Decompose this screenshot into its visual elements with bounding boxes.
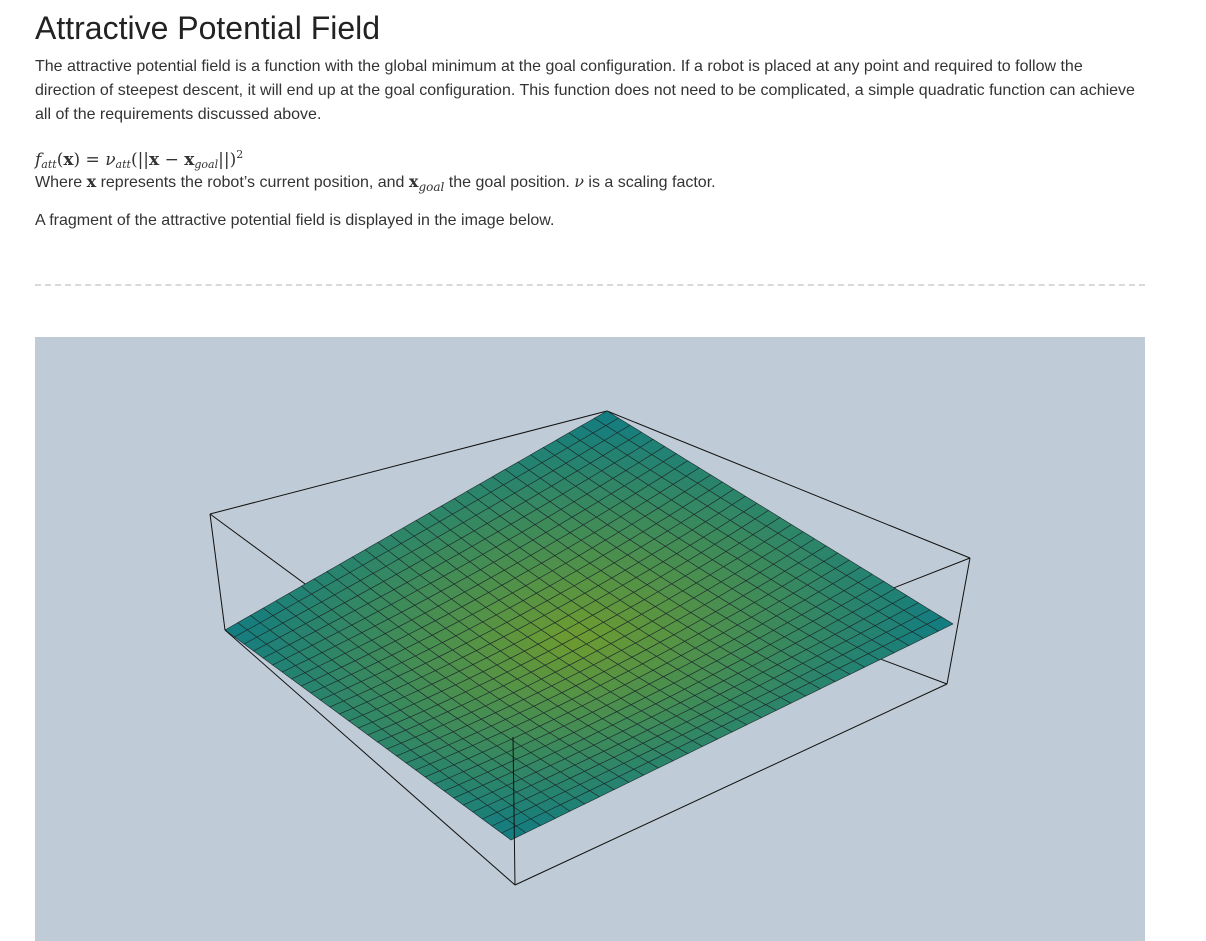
box-edge-bottom-front-right <box>514 683 948 886</box>
where-nu: ν <box>574 172 584 191</box>
formula-minus: − <box>159 150 185 170</box>
formula-exp: 2 <box>236 148 244 161</box>
formula-open: ( <box>56 150 64 170</box>
page-title: Attractive Potential Field <box>35 10 381 46</box>
where-goal-sub: goal <box>418 180 445 194</box>
box-edge-vertical-left <box>209 513 226 631</box>
where-part2: represents the robot’s current position,… <box>96 174 409 191</box>
formula-norm-close: ||) <box>218 150 237 170</box>
formula-x-goal: x <box>184 150 195 170</box>
formula-f: f <box>35 150 42 170</box>
where-x-goal: x <box>408 172 419 191</box>
formula-x2: x <box>149 150 160 170</box>
box-edge-top-back-right <box>606 410 971 559</box>
formula-goal-sub: goal <box>194 158 219 171</box>
formula-eq: = <box>80 150 106 170</box>
plot-box-front <box>224 629 948 886</box>
potential-surface <box>224 410 954 841</box>
fragment-caption: A fragment of the attractive potential f… <box>35 212 555 229</box>
formula-nu: ν <box>105 150 116 170</box>
formula-norm-open: (|| <box>130 150 150 170</box>
attractive-potential-formula: fatt(x) = νatt(||x − xgoal||)2 <box>35 143 243 177</box>
box-edge-top-back-left <box>209 410 608 515</box>
surface-plot-svg <box>35 337 1145 941</box>
where-sentence: Where x represents the robot’s current p… <box>35 170 716 199</box>
box-edge-vertical-right <box>946 557 971 685</box>
potential-field-plot <box>35 337 1145 941</box>
box-edge-bottom-front-left <box>224 629 516 886</box>
where-part3: the goal position. <box>444 174 575 191</box>
surface-cell <box>500 825 527 841</box>
where-x: x <box>86 172 97 191</box>
where-part4: is a scaling factor. <box>583 174 716 191</box>
formula-f-sub: att <box>41 158 57 171</box>
dashed-divider <box>35 284 1145 286</box>
intro-paragraph: The attractive potential field is a func… <box>35 58 1135 123</box>
formula-close: ) <box>73 150 81 170</box>
formula-nu-sub: att <box>115 158 131 171</box>
box-edge-vertical-front <box>512 736 516 886</box>
where-part1: Where <box>35 174 87 191</box>
formula-x: x <box>63 150 74 170</box>
